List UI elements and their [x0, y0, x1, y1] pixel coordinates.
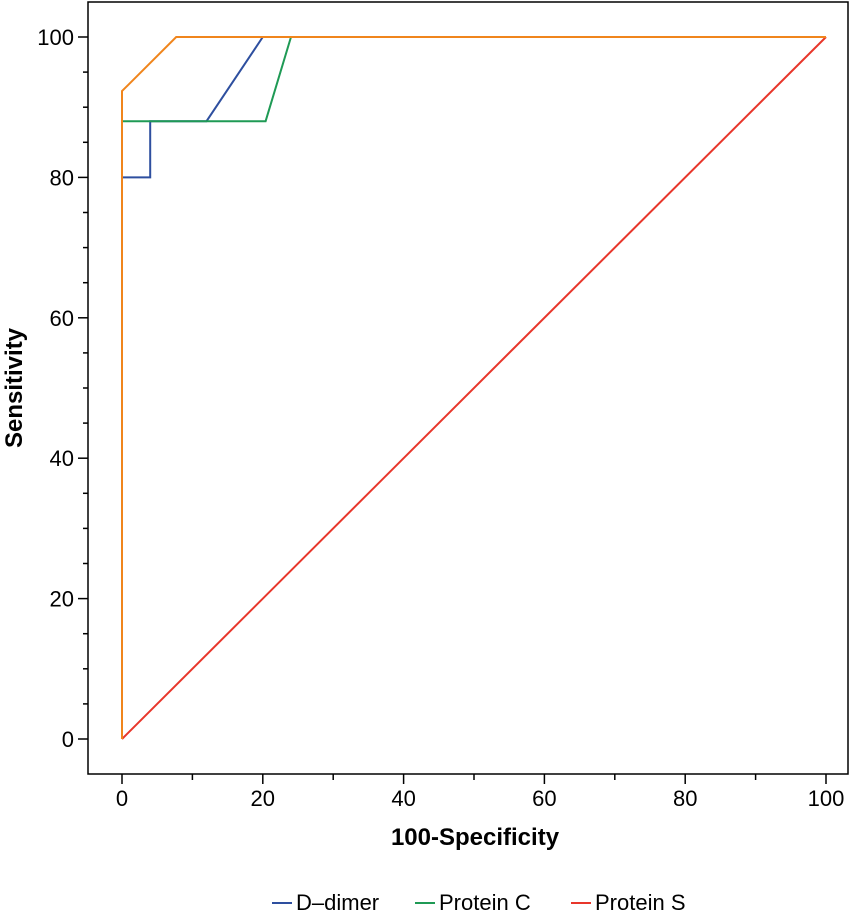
legend: D–dimer Protein C Protein S: [272, 890, 686, 915]
x-axis: 0 20 40 60 80 100: [116, 774, 844, 811]
x-tick-label: 0: [116, 786, 128, 811]
y-axis: 0 20 40 60 80 100: [37, 25, 88, 752]
series-layer: [121, 36, 827, 740]
y-tick-label: 0: [62, 727, 74, 752]
x-tick-label: 40: [391, 786, 415, 811]
y-axis-title: Sensitivity: [1, 327, 28, 448]
x-tick-label: 60: [532, 786, 556, 811]
y-tick-label: 100: [37, 25, 74, 50]
series-line-protein-s-2: [121, 36, 827, 740]
y-tick-label: 60: [50, 306, 74, 331]
x-tick-label: 20: [251, 786, 275, 811]
legend-label-protein-s: Protein S: [595, 890, 686, 915]
y-tick-label: 80: [50, 165, 74, 190]
x-tick-label: 100: [808, 786, 845, 811]
series-line-unlabeled-3: [121, 36, 826, 739]
y-tick-label: 40: [50, 446, 74, 471]
x-axis-title: 100-Specificity: [391, 824, 560, 851]
y-tick-label: 20: [50, 587, 74, 612]
legend-label-d-dimer: D–dimer: [296, 890, 379, 915]
x-tick-label: 80: [673, 786, 697, 811]
legend-label-protein-c: Protein C: [439, 890, 531, 915]
